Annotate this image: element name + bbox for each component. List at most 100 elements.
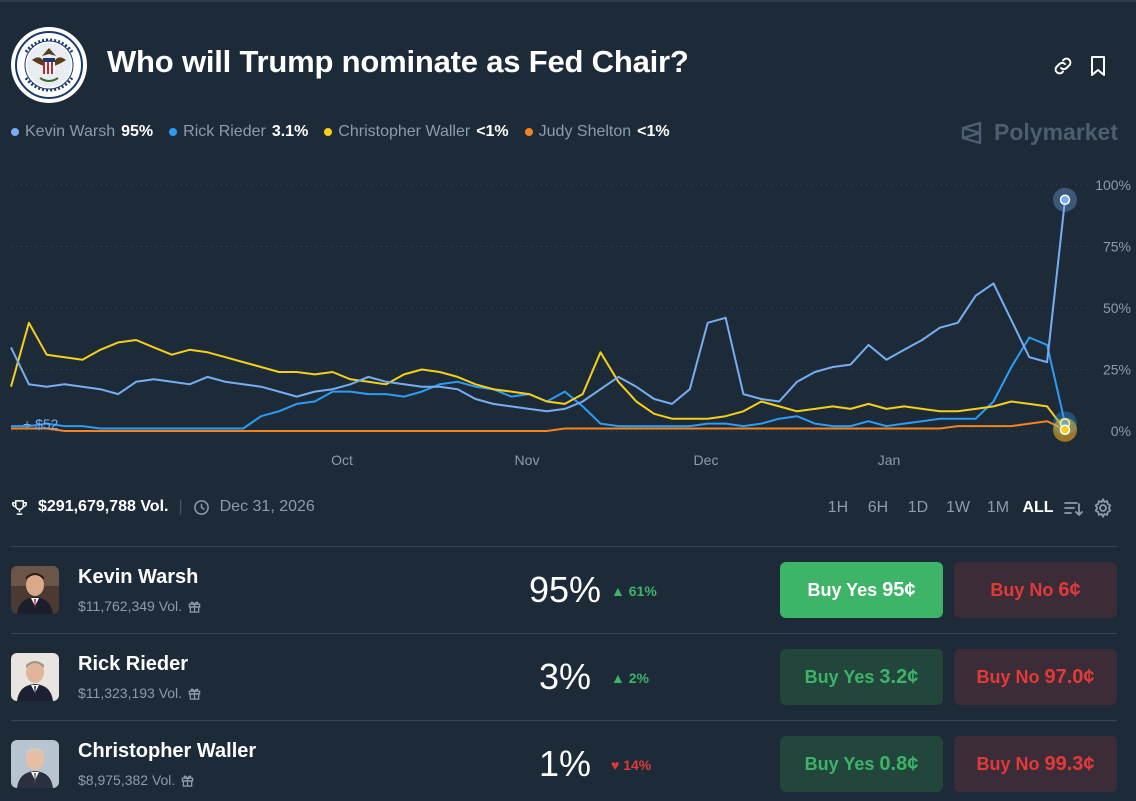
buy-yes-label: Buy Yes <box>807 579 878 600</box>
price-chart[interactable]: 100% 75% 50% 25% 0% Oct Nov Dec Jan + $52 <box>0 170 1136 470</box>
buy-no-price: 99.3¢ <box>1044 752 1095 775</box>
legend-name: Judy Shelton <box>538 123 632 140</box>
watermark-text: Polymarket <box>994 119 1119 145</box>
buy-no-button[interactable]: Buy No 99.3¢ <box>954 736 1117 792</box>
stats-separator: | <box>178 498 183 515</box>
y-tick-label: 50% <box>1103 300 1131 316</box>
y-tick-label: 75% <box>1103 239 1131 255</box>
legend-dot <box>524 128 533 136</box>
buy-yes-label: Buy Yes <box>804 753 875 774</box>
series-line <box>10 199 1066 413</box>
avatar <box>11 653 59 701</box>
fed-seal-logo <box>11 27 87 103</box>
polymarket-logo-icon <box>961 121 982 144</box>
outcome-volume: $11,762,349 Vol. <box>78 598 201 614</box>
outcome-volume-text: $8,975,382 Vol. <box>78 772 176 788</box>
outcome-change: ▲ 2% <box>611 670 649 686</box>
gift-icon[interactable] <box>188 600 201 613</box>
legend-dot <box>11 128 19 136</box>
buy-yes-label: Buy Yes <box>804 666 875 687</box>
range-1m[interactable]: 1M <box>986 499 1010 516</box>
range-1d[interactable]: 1D <box>907 499 929 516</box>
outcome-name[interactable]: Christopher Waller <box>78 740 257 762</box>
gift-icon[interactable] <box>188 687 201 700</box>
outcome-row-warsh[interactable]: Kevin Warsh $11,762,349 Vol. 95% ▲ 61% B… <box>11 546 1117 633</box>
series-line <box>10 321 1066 431</box>
buy-yes-button[interactable]: Buy Yes 0.8¢ <box>780 736 943 792</box>
gift-icon[interactable] <box>181 774 194 787</box>
buy-yes-button[interactable]: Buy Yes 3.2¢ <box>780 649 943 705</box>
legend-dot <box>324 128 333 136</box>
outcome-row-rieder[interactable]: Rick Rieder $11,323,193 Vol. 3% ▲ 2% Buy… <box>11 633 1117 720</box>
series-line <box>11 420 1066 432</box>
market-stats: $291,679,788 Vol. | Dec 31, 2026 <box>11 498 315 516</box>
legend-item-warsh: Kevin Warsh 95% <box>11 123 153 141</box>
legend-name: Kevin Warsh <box>25 123 116 140</box>
buy-yes-price: 3.2¢ <box>879 665 919 688</box>
series-line <box>11 336 1066 430</box>
outcome-change-value: 61% <box>628 583 657 599</box>
outcome-list: Kevin Warsh $11,762,349 Vol. 95% ▲ 61% B… <box>11 546 1117 801</box>
outcome-probability: 3% <box>538 656 592 697</box>
total-volume: $291,679,788 Vol. <box>38 498 169 515</box>
outcome-volume: $11,323,193 Vol. <box>78 685 201 701</box>
page-title: Who will Trump nominate as Fed Chair? <box>107 44 689 79</box>
y-tick-label: 0% <box>1111 423 1131 439</box>
buy-no-label: Buy No <box>990 579 1054 600</box>
legend-value: 95% <box>121 123 154 140</box>
link-icon[interactable] <box>1051 54 1075 78</box>
legend-name: Christopher Waller <box>338 123 471 140</box>
buy-yes-price: 0.8¢ <box>879 752 919 775</box>
trophy-icon <box>12 499 27 515</box>
buy-no-button[interactable]: Buy No 97.0¢ <box>954 649 1117 705</box>
series-end-marker <box>1059 194 1071 206</box>
outcome-change: ▲ 61% <box>611 583 657 599</box>
y-tick-label: 100% <box>1095 177 1131 193</box>
outcome-change-value: 2% <box>628 670 649 686</box>
heart-down-icon: ♥ <box>611 757 620 773</box>
range-1w[interactable]: 1W <box>946 499 970 516</box>
range-6h[interactable]: 6H <box>867 499 889 516</box>
chart-legend: Kevin Warsh 95% Rick Rieder 3.1% Christo… <box>11 123 670 141</box>
buy-yes-price: 95¢ <box>882 578 916 601</box>
legend-item-waller: Christopher Waller <1% <box>324 123 509 141</box>
outcome-volume-text: $11,323,193 Vol. <box>78 685 183 701</box>
sort-icon[interactable] <box>1058 498 1088 518</box>
triangle-up-icon: ▲ <box>611 583 625 599</box>
outcome-probability: 95% <box>528 569 602 610</box>
buy-no-label: Buy No <box>976 753 1040 774</box>
federal-reserve-seal-icon <box>15 31 83 99</box>
legend-value: <1% <box>637 123 670 140</box>
outcome-name[interactable]: Rick Rieder <box>78 653 189 675</box>
x-tick-label: Jan <box>878 452 901 468</box>
outcome-change: ♥ 14% <box>611 757 651 773</box>
outcome-change-value: 14% <box>623 757 652 773</box>
legend-dot <box>169 128 178 136</box>
x-tick-label: Nov <box>515 452 540 468</box>
outcome-volume-text: $11,762,349 Vol. <box>78 598 183 614</box>
bookmark-icon[interactable] <box>1086 54 1110 78</box>
clock-icon <box>193 499 209 515</box>
settings-gear-icon[interactable] <box>1088 498 1118 518</box>
chart-annotation: + $52 <box>23 416 59 432</box>
range-1h[interactable]: 1H <box>827 499 849 516</box>
avatar <box>11 566 59 614</box>
series-end-marker <box>1059 424 1071 436</box>
avatar <box>11 740 59 788</box>
outcome-probability: 1% <box>538 743 592 784</box>
buy-no-price: 97.0¢ <box>1044 665 1095 688</box>
buy-no-price: 6¢ <box>1058 578 1081 601</box>
top-divider <box>0 0 1136 2</box>
buy-no-button[interactable]: Buy No 6¢ <box>954 562 1117 618</box>
buy-yes-button[interactable]: Buy Yes 95¢ <box>780 562 943 618</box>
outcome-row-waller[interactable]: Christopher Waller $8,975,382 Vol. 1% ♥ … <box>11 720 1117 801</box>
legend-value: <1% <box>476 123 509 140</box>
outcome-name[interactable]: Kevin Warsh <box>78 566 199 588</box>
legend-item-rieder: Rick Rieder 3.1% <box>169 123 308 141</box>
buy-no-label: Buy No <box>976 666 1040 687</box>
outcome-volume: $8,975,382 Vol. <box>78 772 194 788</box>
y-tick-label: 25% <box>1103 362 1131 378</box>
legend-item-shelton: Judy Shelton <1% <box>524 123 670 141</box>
legend-value: 3.1% <box>271 123 309 140</box>
range-all[interactable]: ALL <box>1022 499 1054 516</box>
